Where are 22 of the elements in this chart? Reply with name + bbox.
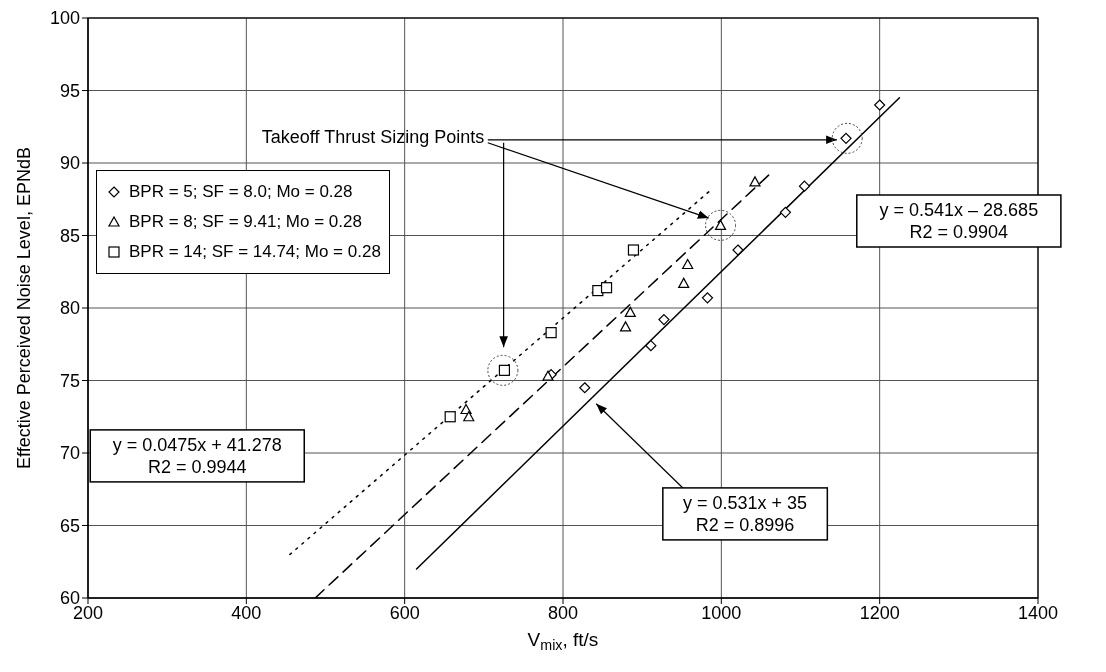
annotation: y = 0.0475x + 41.278 R2 = 0.9944 <box>112 434 282 477</box>
y-tick-label: 65 <box>59 515 80 536</box>
x-tick-label: 600 <box>389 602 420 623</box>
y-tick-label: 85 <box>59 225 80 246</box>
y-tick-label: 80 <box>59 298 80 319</box>
y-tick-label: 95 <box>59 80 80 101</box>
annotation: y = 0.531x + 35 R2 = 0.8996 <box>683 492 808 535</box>
x-tick-label: 400 <box>231 602 262 623</box>
x-axis-title: V$_{mix}$, ft/s <box>527 629 599 653</box>
x-tick-label: 800 <box>547 602 579 623</box>
y-tick-label: 75 <box>59 370 80 391</box>
x-tick-label: 1400 <box>1017 602 1059 623</box>
annotation: y = 0.541x – 28.685 R2 = 0.9904 <box>879 200 1039 242</box>
x-tick-label: 1000 <box>701 602 742 623</box>
y-tick-label: 100 <box>49 8 80 29</box>
x-tick-label: 1200 <box>859 602 900 623</box>
legend-label: BPR = 14; SF = 14.74; Mo = 0.28 <box>129 242 381 263</box>
y-axis-title: Effective Perceived Noise Level, EPNdB <box>14 147 34 469</box>
legend-label: BPR = 5; SF = 8.0; Mo = 0.28 <box>129 182 353 203</box>
y-tick-label: 70 <box>59 443 80 464</box>
legend-label: BPR = 8; SF = 9.41; Mo = 0.28 <box>129 212 362 233</box>
y-tick-label: 90 <box>59 153 80 174</box>
